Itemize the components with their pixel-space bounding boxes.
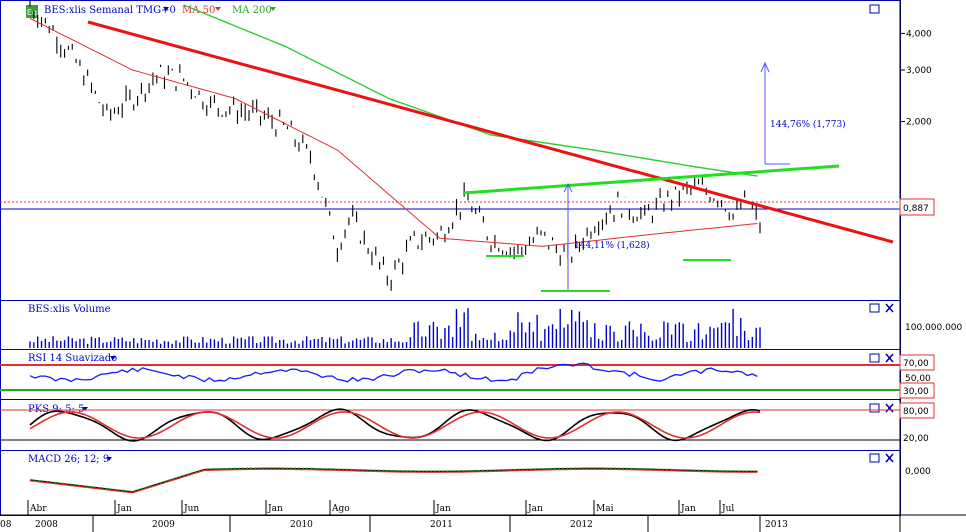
macd-panel-title[interactable]: MACD 26; 12; 9	[28, 454, 109, 465]
chevron-down-icon[interactable]	[163, 7, 169, 11]
month-label: Jan	[527, 504, 543, 514]
volume-bars	[29, 308, 761, 348]
time-axis: Abr Jan Jun Jan Ago Jan Jan Mai Jan Jul 08 2008 2009…	[0, 500, 788, 532]
year-label: 2012	[570, 520, 593, 530]
close-icon[interactable]	[885, 353, 894, 363]
volume-tick: 100.000.000	[905, 323, 963, 333]
month-label: Ago	[331, 504, 350, 514]
maximize-icon[interactable]	[869, 303, 880, 313]
year-label: 2013	[765, 520, 788, 530]
price-series	[29, 0, 761, 291]
macd-line	[29, 467, 758, 493]
rsi-30-badge	[899, 382, 935, 399]
year-label: 2009	[152, 520, 175, 530]
panel-frame	[0, 349, 901, 400]
macd-panel: MACD 26; 12; 9 0,000	[28, 453, 931, 494]
rsi-50-label: 50,00	[905, 374, 931, 384]
month-label: Jan	[116, 504, 132, 514]
panel-frame	[0, 399, 901, 451]
ma200-line	[183, 4, 758, 177]
year-label: 2010	[290, 520, 313, 530]
annotation-right: 144,76% (1,773)	[770, 119, 846, 130]
y-tick-label: 2,000	[906, 118, 932, 128]
panel-frame	[0, 300, 901, 350]
year-label: 2008	[35, 520, 58, 530]
close-icon[interactable]	[885, 453, 894, 463]
month-label: Jan	[680, 504, 696, 514]
last-price-label: 0,887	[903, 204, 929, 214]
month-label: Jan	[267, 504, 283, 514]
y-tick-label: 3,000	[906, 66, 932, 76]
chevron-down-icon[interactable]	[215, 7, 221, 11]
last-price-badge	[899, 198, 935, 216]
y-tick-label: 4,000	[906, 29, 932, 39]
pks-80-label: 80,00	[903, 407, 929, 417]
close-icon[interactable]	[885, 303, 894, 313]
close-icon[interactable]	[885, 403, 894, 413]
month-label: Mai	[596, 504, 614, 514]
price-panel: Eq BES:xlis Semanal TMG+0 MA 50 MA 200 1…	[26, 0, 935, 292]
ma200-label[interactable]: MA 200	[232, 5, 272, 16]
pks-20-label: 20,00	[903, 434, 929, 444]
rsi-panel: RSI 14 Suavizado 70,00 30,00 50,00	[0, 353, 935, 399]
volume-panel: BES:xlis Volume 100.000.000	[28, 303, 963, 348]
eq-badge-label: Eq	[27, 8, 37, 17]
rsi-panel-title[interactable]: RSI 14 Suavizado	[28, 353, 117, 364]
price-panel-title[interactable]: BES:xlis Semanal TMG+0	[44, 5, 176, 16]
year-label: 08	[0, 520, 12, 530]
uptrend-line	[462, 164, 840, 195]
rsi-70-label: 70,00	[903, 359, 929, 369]
maximize-icon[interactable]	[869, 403, 880, 413]
chevron-down-icon[interactable]	[82, 407, 88, 411]
rsi-30-label: 30,00	[903, 387, 929, 397]
trend-lines	[87, 20, 894, 292]
maximize-icon[interactable]	[869, 4, 880, 14]
pks-d-line	[29, 411, 761, 439]
volume-panel-title[interactable]: BES:xlis Volume	[28, 304, 111, 315]
month-label: Abr	[29, 504, 47, 514]
chevron-down-icon[interactable]	[110, 356, 116, 360]
downtrend-line	[87, 20, 894, 244]
ma50-line	[29, 17, 758, 247]
macd-tick: 0,000	[905, 467, 931, 477]
maximize-icon[interactable]	[869, 453, 880, 463]
rsi-line	[29, 362, 758, 383]
rsi-70-badge	[899, 354, 935, 371]
annotation-left: 144,11% (1,628)	[574, 240, 650, 251]
macd-signal-line	[29, 468, 758, 494]
chevron-down-icon[interactable]	[106, 457, 112, 461]
arrowhead-icon	[563, 182, 573, 193]
month-label: Jan	[435, 504, 451, 514]
arrowhead-icon	[760, 61, 770, 73]
pks-panel: PKS 9; 5; 5 80,00 20,00	[0, 402, 935, 444]
month-label: Jul	[721, 504, 734, 514]
month-label: Jun	[183, 504, 199, 514]
eq-badge[interactable]	[26, 5, 38, 18]
pks-80-badge	[899, 402, 935, 419]
year-label: 2011	[430, 520, 453, 530]
pks-k-line	[29, 408, 761, 442]
chevron-down-icon[interactable]	[270, 7, 276, 11]
maximize-icon[interactable]	[869, 353, 880, 363]
